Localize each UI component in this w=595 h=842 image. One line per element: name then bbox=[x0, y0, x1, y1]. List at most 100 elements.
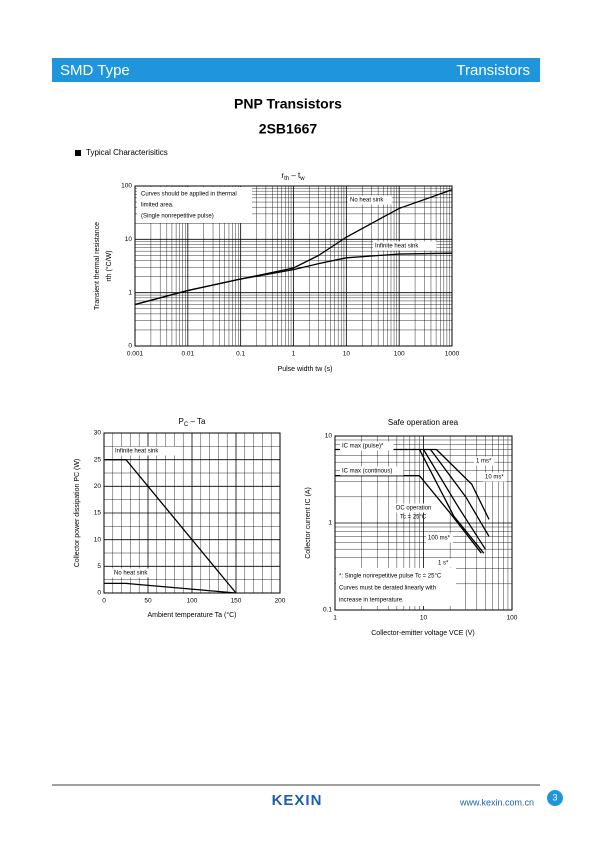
y-tick-label: 1 bbox=[328, 520, 332, 527]
series-label: 1 ms* bbox=[476, 459, 492, 465]
series-label: No heat sink bbox=[114, 571, 148, 577]
page-number: 3 bbox=[552, 792, 557, 802]
title-part: C bbox=[184, 422, 189, 428]
title-part: – t bbox=[289, 171, 301, 180]
y-tick-label: 1 bbox=[128, 289, 132, 296]
x-tick-label: 200 bbox=[275, 598, 286, 605]
series-line bbox=[134, 252, 453, 306]
bullet bbox=[75, 150, 81, 156]
title-part: P bbox=[179, 417, 184, 426]
y-tick-label: 0.1 bbox=[323, 607, 332, 614]
y-tick-label: 25 bbox=[94, 456, 102, 463]
annotation: Curves must be derated linearly with bbox=[339, 586, 436, 592]
series-label: DC operation bbox=[396, 506, 431, 512]
chart-title: PC – Ta bbox=[179, 417, 206, 427]
header-bar bbox=[52, 58, 540, 82]
x-tick-label: 1000 bbox=[445, 351, 460, 358]
note-box bbox=[336, 568, 456, 606]
x-axis-label: Collector-emitter voltage VCE (V) bbox=[371, 630, 474, 637]
label-bg bbox=[483, 472, 507, 482]
part-number: 2SB1667 bbox=[259, 121, 318, 137]
x-tick-label: 0.1 bbox=[236, 351, 245, 358]
title-part: th bbox=[284, 176, 289, 182]
label-bg bbox=[112, 568, 156, 578]
label-bg bbox=[113, 446, 177, 456]
series-line bbox=[418, 475, 482, 554]
x-axis-label: Pulse width tw (s) bbox=[278, 366, 333, 373]
label-bg bbox=[436, 558, 454, 568]
footer-url: www.kexin.com.cn bbox=[459, 797, 534, 807]
y-tick-label: 30 bbox=[94, 430, 102, 437]
y-tick-label: 100 bbox=[121, 183, 132, 190]
annotation: Tc = 25°C bbox=[400, 515, 427, 521]
y-tick-label: 20 bbox=[94, 483, 102, 490]
header-left: SMD Type bbox=[60, 62, 130, 79]
x-tick-label: 0.001 bbox=[127, 351, 144, 358]
title-part: r bbox=[281, 171, 284, 180]
series-label: IC max (continous) bbox=[342, 469, 392, 475]
label-bg bbox=[340, 441, 394, 451]
chart-title: Safe operation area bbox=[388, 418, 459, 427]
x-tick-label: 100 bbox=[187, 598, 198, 605]
series-label: No heat sink bbox=[350, 198, 384, 204]
x-tick-label: 100 bbox=[507, 615, 518, 622]
label-bg bbox=[474, 456, 495, 466]
x-tick-label: 10 bbox=[420, 615, 428, 622]
label-bg bbox=[340, 466, 404, 476]
series-label: Infinite heat sink bbox=[115, 449, 159, 455]
title-part: – Ta bbox=[188, 417, 206, 426]
label-bg bbox=[394, 503, 438, 513]
x-tick-label: 150 bbox=[231, 598, 242, 605]
annotation: increase in temperature. bbox=[339, 598, 404, 604]
plot-frame bbox=[103, 432, 281, 594]
footer-logo: KEXIN bbox=[272, 792, 323, 809]
y-axis-label: rth (°C/W) bbox=[105, 250, 113, 281]
series-label: 1 s* bbox=[438, 561, 449, 567]
plot-frame bbox=[134, 185, 453, 347]
y-axis-label: Collector current IC (A) bbox=[305, 487, 312, 559]
title: PNP Transistors bbox=[234, 96, 342, 112]
y-tick-label: 0 bbox=[97, 590, 101, 597]
title-part: Safe operation area bbox=[388, 418, 459, 427]
x-axis-label: Ambient temperature Ta (°C) bbox=[147, 611, 236, 619]
y-tick-label: 15 bbox=[94, 510, 102, 517]
series-line bbox=[422, 449, 486, 550]
series-label: IC max (pulse)* bbox=[342, 444, 384, 450]
series-line bbox=[435, 449, 490, 520]
x-tick-label: 50 bbox=[144, 598, 152, 605]
x-tick-label: 0 bbox=[102, 598, 106, 605]
x-tick-label: 10 bbox=[343, 351, 351, 358]
section-title: Typical Characterisitics bbox=[86, 148, 168, 157]
series-label: 100 ms* bbox=[428, 536, 451, 542]
y-axis-label: Transient thermal resistance bbox=[94, 222, 101, 310]
y-tick-label: 10 bbox=[125, 236, 133, 243]
annotation: limited area. bbox=[141, 203, 174, 209]
note-box bbox=[137, 187, 252, 223]
title-part: w bbox=[299, 176, 305, 182]
x-tick-label: 0.01 bbox=[182, 351, 195, 358]
page-badge bbox=[547, 790, 563, 806]
series-line bbox=[104, 459, 237, 594]
x-tick-label: 100 bbox=[394, 351, 405, 358]
annotation: *: Single nonrepetitive pulse Tc = 25°C bbox=[339, 574, 442, 580]
y-tick-label: 10 bbox=[325, 433, 333, 440]
annotation: Curves should be applied in thermal bbox=[141, 192, 237, 198]
series-line bbox=[418, 449, 485, 554]
series-label: Infinite heat sink bbox=[375, 244, 419, 250]
y-axis-label: Collector power dissipation PC (W) bbox=[74, 459, 81, 568]
label-bg bbox=[373, 241, 437, 251]
series-line bbox=[104, 582, 237, 594]
label-bg bbox=[348, 195, 392, 205]
chart-title: rth – tw bbox=[281, 171, 305, 181]
x-tick-label: 1 bbox=[333, 615, 337, 622]
y-tick-label: 10 bbox=[94, 536, 102, 543]
header-right: Transistors bbox=[456, 62, 530, 79]
x-tick-label: 1 bbox=[292, 351, 296, 358]
y-tick-label: 5 bbox=[97, 563, 101, 570]
label-bg bbox=[426, 533, 454, 543]
plot-frame bbox=[334, 435, 513, 611]
series-line bbox=[429, 449, 490, 537]
y-tick-label: 0 bbox=[128, 343, 132, 350]
series-label: 10 ms* bbox=[485, 475, 504, 481]
